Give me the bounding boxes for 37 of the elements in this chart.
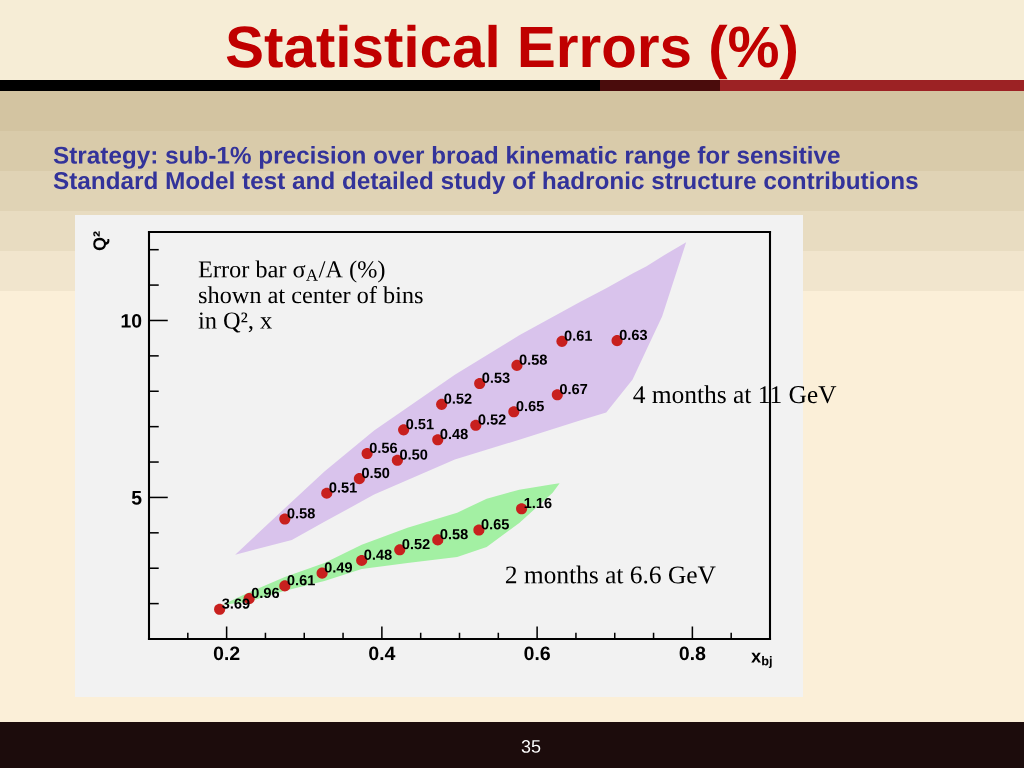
annotation: 1.16	[524, 497, 552, 509]
y-tick-label: 10	[121, 313, 142, 328]
annotation: 0.51	[329, 482, 357, 493]
annotation: 0.51	[406, 418, 434, 430]
x-tick-label: 0.2	[213, 646, 240, 661]
annotation: 0.49	[324, 562, 353, 573]
annotation: 0.58	[440, 529, 468, 540]
y-axis-title: Q²	[93, 231, 110, 251]
annotation: 0.58	[519, 354, 547, 365]
annotation: 0.58	[287, 508, 315, 519]
annotation: 0.52	[478, 414, 506, 425]
annotation: 0.63	[619, 329, 648, 341]
annotation: 0.48	[364, 549, 392, 560]
x-tick-label: 0.8	[679, 646, 706, 661]
annotation: 2 months at 6.6 GeV	[505, 565, 716, 584]
y-tick-label: 5	[131, 491, 142, 505]
x-tick-label: 0.4	[369, 646, 396, 661]
annotation: 0.96	[251, 587, 280, 599]
annotation: 0.53	[482, 372, 510, 383]
annotation: 0.61	[287, 575, 315, 586]
x-axis-title: x$_{bj}$	[751, 652, 772, 668]
chart-title: Statistical Errors (%)	[226, 24, 796, 80]
text: 35	[521, 740, 541, 753]
annotation: Error bar σ$_{A}$/A (%) shown at center of bins in Q², x	[198, 260, 423, 333]
annotation: 0.67	[559, 383, 588, 395]
annotation: 0.50	[400, 449, 428, 460]
annotation: 0.61	[564, 330, 593, 341]
annotation: 0.56	[369, 442, 398, 453]
annotation: 0.52	[402, 538, 430, 550]
annotation: 0.52	[444, 393, 472, 404]
annotation: 0.65	[481, 519, 509, 530]
x-tick-label: 0.6	[524, 646, 550, 661]
annotation: 0.48	[440, 428, 468, 440]
annotation: 0.65	[516, 400, 544, 412]
annotation: 0.50	[362, 467, 390, 479]
chart-subtitle: Strategy: sub-1% precision over broad kinematic range for sensitive Standard Model test and detailed study of hadronic structure contributions	[53, 146, 918, 195]
annotation: 3.69	[222, 598, 250, 609]
